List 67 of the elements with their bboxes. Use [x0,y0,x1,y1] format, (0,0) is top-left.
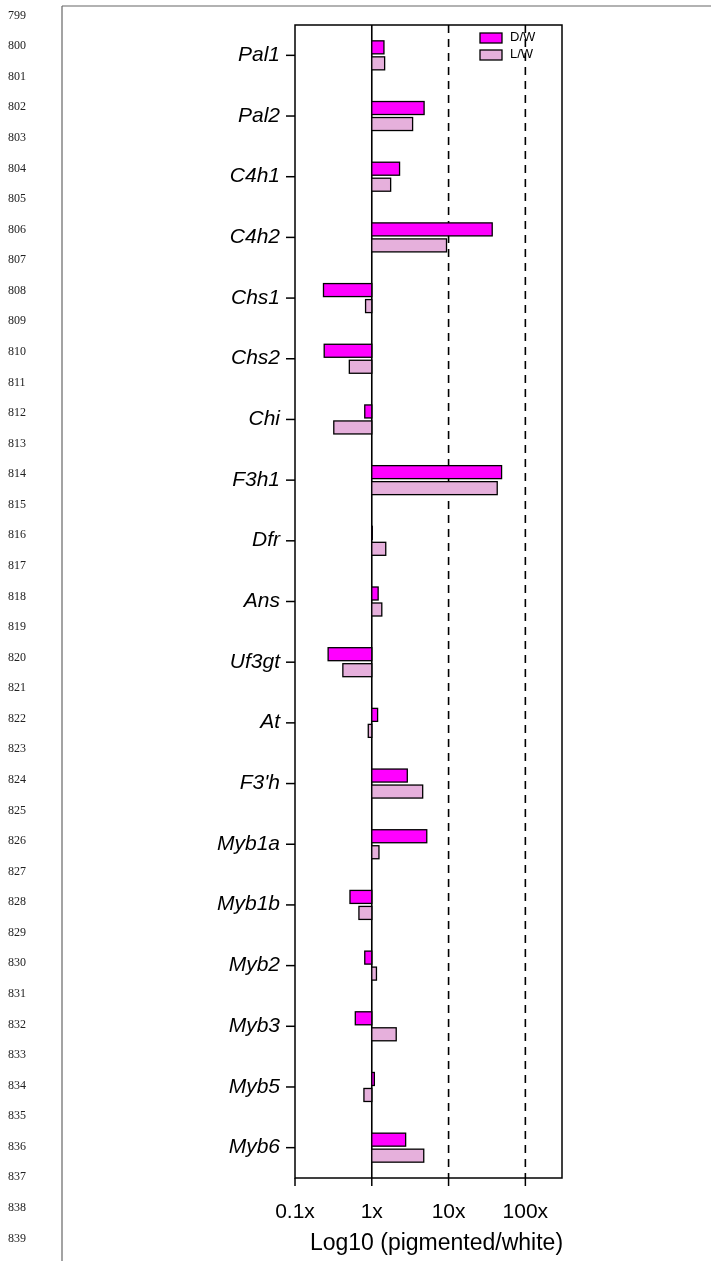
y-tick-label: Chi [248,405,282,429]
y-tick-label: Myb5 [228,1073,281,1097]
y-tick-label: Uf3gt [229,648,282,672]
y-tick-label: Pal1 [237,41,280,65]
text: 824 [8,772,26,786]
y-tick-label: Myb1b [216,891,281,915]
y-tick-label: Myb2 [228,952,281,976]
text: 818 [8,588,26,603]
text: 806 [8,221,26,236]
text: 833 [8,1047,26,1062]
text: 823 [8,741,26,756]
y-tick-label: Chs2 [230,345,281,369]
text: 827 [8,863,26,878]
text: 830 [8,955,26,970]
text: 819 [8,619,26,634]
y-tick-label: F3h1 [232,466,280,490]
text: 826 [8,833,26,848]
text: 803 [8,130,26,145]
text: 805 [8,191,26,206]
text: 801 [8,68,26,83]
text: 812 [8,405,26,420]
text: 814 [8,466,26,481]
y-tick-label: Myb1a [216,830,280,854]
text: 807 [8,252,26,267]
text: 809 [8,313,26,328]
text: 817 [8,558,26,573]
text: 839 [8,1230,26,1245]
text: 820 [8,649,26,664]
y-tick-label: Dfr [252,527,281,551]
x-tick-label: 1x [360,1199,384,1222]
text: 836 [8,1138,26,1153]
text: 837 [8,1169,26,1184]
text: 816 [8,527,26,542]
y-tick-label: Pal2 [237,102,281,126]
text: 828 [8,894,26,909]
y-tick-label: Myb6 [228,1134,281,1158]
y-tick-label: Myb3 [228,1012,281,1036]
text: 811 [8,374,26,389]
y-tick-label: C4h2 [229,223,281,247]
x-tick-label: 0.1x [275,1199,316,1222]
text: 804 [8,160,26,175]
text: 810 [8,344,26,359]
text: 802 [8,99,26,114]
text: 832 [8,1016,26,1031]
y-tick-label: Chs1 [230,284,280,308]
text: 799 [8,7,26,22]
text: 815 [8,496,26,511]
legend-label: L/W [510,46,534,62]
y-tick-label: C4h1 [229,163,280,187]
text: 838 [8,1199,26,1214]
text: 813 [8,435,26,450]
y-tick-label: At [258,709,282,733]
x-tick-label: 100x [502,1199,549,1222]
text: 821 [8,680,26,695]
text: 808 [8,282,26,297]
text: 825 [8,802,26,817]
text: 829 [8,924,26,939]
text: 822 [8,710,26,725]
x-axis-title: Log10 (pigmented/white) [309,1229,564,1255]
text: 835 [8,1108,26,1123]
x-tick-label: 10x [431,1199,466,1222]
text: 800 [8,38,26,53]
text: 831 [8,985,26,1000]
y-tick-label: F3'h [239,770,280,794]
legend-label: D/W [510,29,536,45]
y-tick-label: Ans [241,588,281,612]
text: 834 [8,1077,26,1092]
